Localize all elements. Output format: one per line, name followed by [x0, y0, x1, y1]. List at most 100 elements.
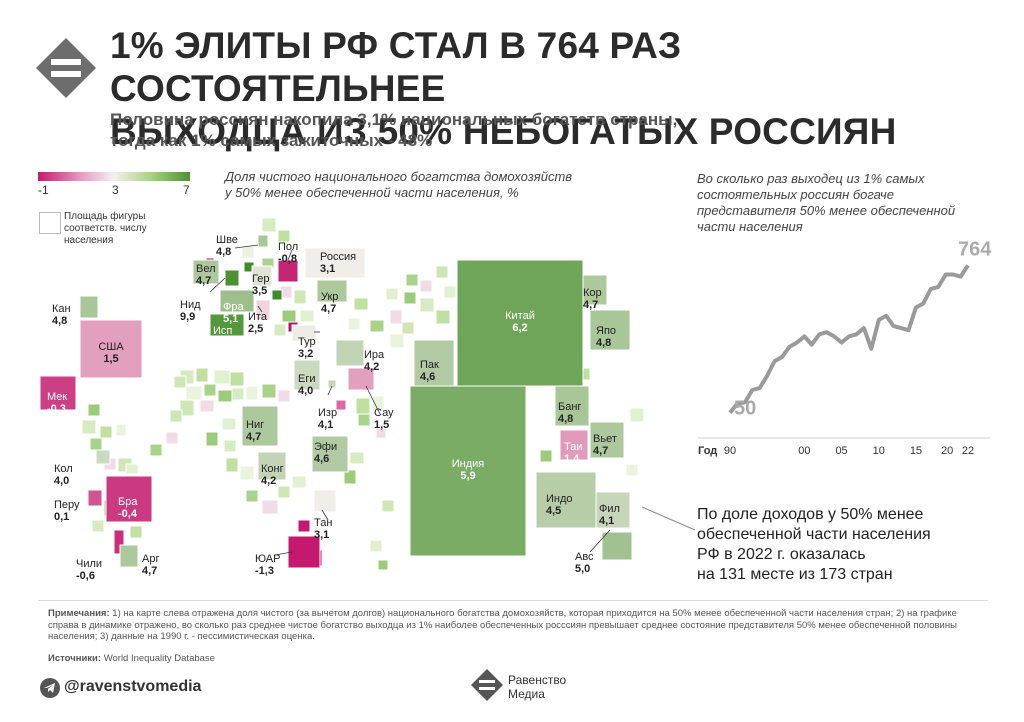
country-value-label: 4,7 [142, 565, 157, 577]
map-filler-tile [369, 319, 385, 333]
country-name-label: США [98, 341, 124, 353]
size-legend-square [39, 212, 61, 234]
scale-mid-label: 3 [112, 183, 119, 197]
scale-min-label: -1 [38, 183, 49, 197]
country-tile-14 [219, 289, 255, 313]
map-filler-tile [261, 217, 277, 233]
channel-handle[interactable]: @ravenstvomedia [64, 678, 202, 695]
country-name-label: Тур [298, 336, 316, 348]
map-filler-tile [291, 475, 307, 489]
country-value-label: 4,7 [321, 303, 336, 315]
sources: Источники: World Inequality Database [48, 653, 215, 664]
country-tile-32 [589, 309, 631, 351]
country-tile-5 [105, 475, 153, 523]
map-filler-tile [223, 439, 237, 453]
country-name-label: Тан [314, 517, 332, 529]
country-tile-29 [456, 259, 584, 387]
country-name-label: Еги [298, 373, 316, 385]
cartogram-map: Кан4,8США1,5Мек-0,3Кол4,0Перу0,1Бра-0,4Ч… [39, 217, 645, 582]
x-tick-label: 22 [962, 445, 974, 457]
country-tile-26 [313, 489, 337, 513]
country-value-label: 4,1 [599, 515, 614, 527]
country-value-label: 3,1 [314, 529, 329, 541]
map-leader-lines [209, 244, 611, 556]
page-title: 1% ЭЛИТЫ РФ СТАЛ В 764 РАЗ СОСТОЯТЕЛЬНЕЕ… [110, 24, 1010, 153]
country-name-label: Россия [320, 251, 356, 263]
country-value-label: 3,1 [320, 263, 335, 275]
map-filler-tile [357, 413, 371, 427]
brand-name: Равенство Медиа [508, 673, 566, 701]
country-value-label: 4,0 [298, 385, 313, 397]
country-name-label: Вел [196, 263, 216, 275]
map-filler-tile [195, 367, 209, 383]
country-tile-3 [95, 449, 111, 465]
country-tile-6 [113, 529, 125, 555]
map-filler-tile [443, 285, 457, 299]
map-filler-tile [165, 431, 179, 445]
country-tile-1 [79, 319, 143, 379]
subtitle-line-2: тогда как 1% самых зажиточных - 48% [110, 131, 433, 150]
country-name-label: ЮАР [255, 553, 280, 565]
map-filler-tile [245, 489, 259, 503]
country-value-label: 4,7 [593, 445, 608, 457]
footer-divider [38, 600, 988, 601]
subtitle-line-1: Половина россиян накопила 3,1% националь… [110, 110, 678, 129]
country-tile-4 [87, 489, 103, 507]
map-filler-tile [347, 317, 361, 331]
country-tile-0 [79, 295, 99, 319]
country-name-label: Ита [248, 311, 268, 323]
map-title: Доля чистого национального богатства дом… [225, 169, 645, 201]
country-tile-19 [335, 339, 365, 367]
country-name-label: Кол [54, 463, 73, 475]
rank-line-1: По доле доходов у 50% менее [697, 506, 924, 523]
country-tile-12 [251, 265, 273, 287]
country-name-label: Бра [118, 496, 138, 508]
map-filler-tile [225, 457, 239, 473]
country-value-label: 1,5 [103, 353, 118, 365]
map-filler-tile [277, 485, 291, 499]
line-series [728, 264, 970, 414]
country-value-label: 4,7 [246, 431, 261, 443]
leader-line [365, 385, 381, 415]
country-name-label: Нид [180, 299, 201, 311]
map-filler-tile [381, 499, 395, 513]
country-value-label: 6,2 [512, 322, 527, 334]
map-filler-tile [353, 297, 369, 311]
country-name-label: Перу [54, 499, 80, 511]
map-filler-tile [89, 437, 103, 451]
map-filler-tile [539, 449, 553, 463]
map-filler-tile [435, 309, 451, 325]
telegram-icon [40, 678, 60, 698]
country-value-label: 4,8 [558, 413, 573, 425]
map-filler-tile [261, 499, 279, 515]
map-filler-tile [125, 463, 139, 475]
map-filler-tile [115, 423, 127, 437]
map-filler-tile [217, 389, 233, 403]
map-filler-tile [419, 297, 435, 313]
leader-line [327, 385, 333, 396]
country-tile-16 [209, 313, 245, 337]
map-filler-tile [625, 463, 639, 477]
country-tile-22 [347, 367, 375, 391]
country-value-label: 1,4 [564, 453, 580, 465]
size-legend-label: Площадь фигуры соответств. числу населен… [64, 211, 147, 246]
country-name-label: Укр [321, 291, 338, 303]
country-tile-11 [192, 259, 220, 285]
country-value-label: 4,8 [216, 246, 231, 258]
country-value-label: 4,7 [583, 299, 598, 311]
country-value-label: 4,2 [261, 475, 276, 487]
country-value-label: -0,8 [278, 253, 297, 265]
country-tile-7 [119, 544, 139, 568]
country-name-label: Индо [546, 493, 573, 505]
map-filler-tile [231, 387, 245, 401]
map-filler-tile [149, 443, 163, 457]
country-value-label: -0,3 [47, 403, 66, 415]
country-name-label: Сау [374, 407, 394, 419]
x-tick-label: 90 [724, 445, 736, 457]
country-name-label: Япо [596, 325, 616, 337]
country-tile-8 [257, 234, 269, 248]
map-filler-tile [375, 427, 387, 439]
title-line-1: 1% ЭЛИТЫ РФ СТАЛ В 764 РАЗ СОСТОЯТЕЛЬНЕЕ [110, 25, 682, 109]
country-tile-23 [241, 405, 279, 447]
map-filler-tile [349, 451, 365, 465]
